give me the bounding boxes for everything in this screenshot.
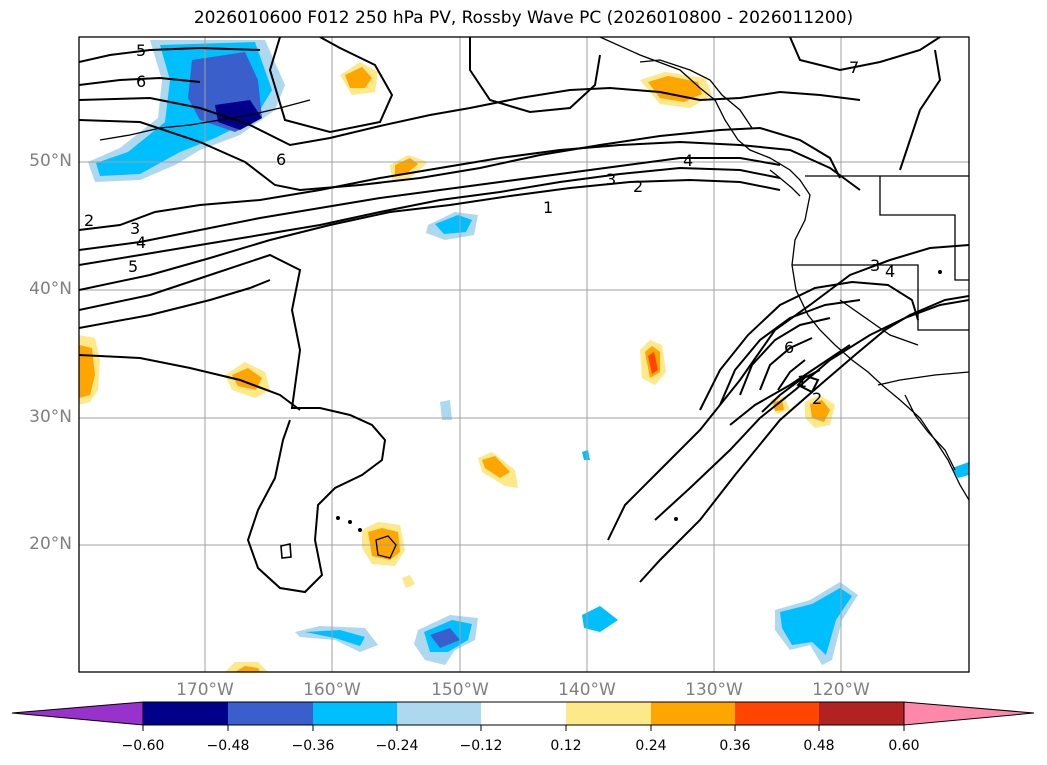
- longitude-label-150w: 150°W: [431, 680, 489, 700]
- contour-label: 6: [784, 338, 794, 357]
- longitude-label-120w: 120°W: [812, 680, 870, 700]
- positive-pv-anomaly-hawaii-north-core: [482, 456, 510, 478]
- baja-coast: [904, 394, 956, 471]
- colorbar-tick-label: −0.60: [121, 738, 165, 754]
- latitude-label-40n: 40°N: [29, 279, 72, 299]
- map-frame: [78, 36, 970, 673]
- negative-pv-anomaly-120w-south-core: [780, 588, 852, 655]
- colorbar-bin: [313, 702, 397, 725]
- colorbar-bin: [651, 702, 735, 725]
- state-border-c: [839, 299, 919, 346]
- rossby-wave-pc-contours: [79, 37, 969, 594]
- positive-pv-anomaly-135w-strong: [648, 352, 658, 374]
- contour-label: 2: [633, 177, 643, 196]
- colorbar-bin: [143, 702, 228, 725]
- colorbar-tick-label: 0.48: [803, 738, 835, 754]
- island-20n: [280, 543, 292, 559]
- state-border-b: [792, 264, 969, 331]
- pv-anomaly-shading: [79, 40, 969, 672]
- contour-labels: 5 6 2 3 4 5 6 4 3 2 1 7 3 4 6 1 2: [84, 41, 895, 408]
- negative-pv-anomaly-nw-max: [215, 100, 262, 130]
- contour-label: 6: [276, 150, 286, 169]
- positive-pv-anomaly-south-edge-core: [235, 666, 260, 672]
- aleutian-islands: [99, 99, 311, 141]
- map-title: 2026010600 F012 250 hPa PV, Rossby Wave …: [193, 8, 854, 28]
- contour-label: 1: [797, 372, 807, 391]
- latitude-label-20n: 20°N: [29, 534, 72, 554]
- hawaii-big-island: [375, 535, 397, 559]
- colorbar-frame: [142, 701, 905, 726]
- island-east: [938, 270, 942, 274]
- colorbar-tick-label: 0.12: [550, 738, 582, 754]
- contour-label: 2: [812, 389, 822, 408]
- positive-pv-anomaly-alaska-core: [648, 76, 702, 102]
- colorbar-bin: [481, 702, 566, 725]
- contour-label: 5: [136, 41, 146, 60]
- contour-label: 1: [543, 198, 553, 217]
- negative-pv-anomaly-140w-south: [582, 606, 618, 632]
- alaska-coast: [639, 59, 753, 129]
- contour-label: 7: [849, 58, 859, 77]
- contour-label: 4: [683, 151, 693, 170]
- longitude-label-170w: 170°W: [176, 680, 234, 700]
- negative-pv-anomaly-south-b-strong: [430, 628, 460, 648]
- coastlines: [99, 37, 969, 501]
- hawaii-oahu: [348, 520, 352, 524]
- contour-label: 4: [885, 262, 895, 281]
- contour-label: 6: [136, 72, 146, 91]
- colorbar-bin: [566, 702, 651, 725]
- negative-pv-anomaly-small-b: [582, 450, 590, 460]
- colorbar-tick-label: 0.60: [888, 738, 920, 754]
- contour-label: 3: [606, 170, 616, 189]
- colorbar-tick-label: 0.36: [719, 738, 751, 754]
- hawaii-kauai: [336, 516, 340, 520]
- negative-pv-anomaly-small-a: [440, 400, 452, 420]
- colorbar-bin: [228, 702, 313, 725]
- colorbar-bin: [819, 702, 904, 725]
- colorbar-tick-label: −0.48: [206, 738, 250, 754]
- map-plot-area: 5 6 2 3 4 5 6 4 3 2 1 7 3 4 6 1 2: [79, 37, 969, 672]
- contour-label: 2: [84, 211, 94, 230]
- positive-pv-anomaly-160w-north-core: [345, 67, 372, 88]
- positive-pv-anomaly-small-c: [402, 575, 415, 588]
- state-border-a: [879, 176, 969, 281]
- colorbar-extend-low: [11, 701, 144, 726]
- graticule: [79, 37, 969, 672]
- colorbar-bin: [397, 702, 481, 725]
- positive-pv-anomaly-125w-core: [773, 400, 784, 411]
- colorbar-tick-label: −0.12: [459, 738, 503, 754]
- positive-pv-anomaly-hawaii-core: [368, 528, 400, 560]
- contour-label: 5: [128, 257, 138, 276]
- contour-label: 3: [130, 219, 140, 238]
- hawaii-maui: [358, 528, 362, 532]
- longitude-label-130w: 130°W: [685, 680, 743, 700]
- latitude-label-30n: 30°N: [29, 407, 72, 427]
- colorbar-tick-label: −0.24: [375, 738, 419, 754]
- contour-label: 4: [136, 233, 146, 252]
- negative-pv-anomaly-south-a-core: [305, 630, 365, 646]
- colorbar-bin: [735, 702, 819, 725]
- longitude-label-160w: 160°W: [303, 680, 361, 700]
- colorbar-tick-label: 0.24: [635, 738, 667, 754]
- longitude-label-140w: 140°W: [558, 680, 616, 700]
- contour-label: 3: [870, 256, 880, 275]
- islands: [280, 270, 942, 559]
- colorbar-extend-high: [903, 701, 1035, 726]
- negative-pv-anomaly-east-edge: [952, 462, 969, 478]
- north-america-coast: [599, 37, 969, 501]
- positive-pv-anomaly-west-edge-core: [79, 345, 95, 398]
- colorbar: [11, 701, 1035, 731]
- latitude-label-50n: 50°N: [29, 151, 72, 171]
- negative-pv-anomaly-150w-core: [435, 215, 472, 234]
- vancouver-island: [769, 169, 801, 197]
- positive-pv-anomaly-baja-core: [810, 400, 830, 422]
- guadalupe-island: [674, 517, 678, 521]
- colorbar-tick-label: −0.36: [291, 738, 335, 754]
- us-mexico-border: [877, 371, 969, 386]
